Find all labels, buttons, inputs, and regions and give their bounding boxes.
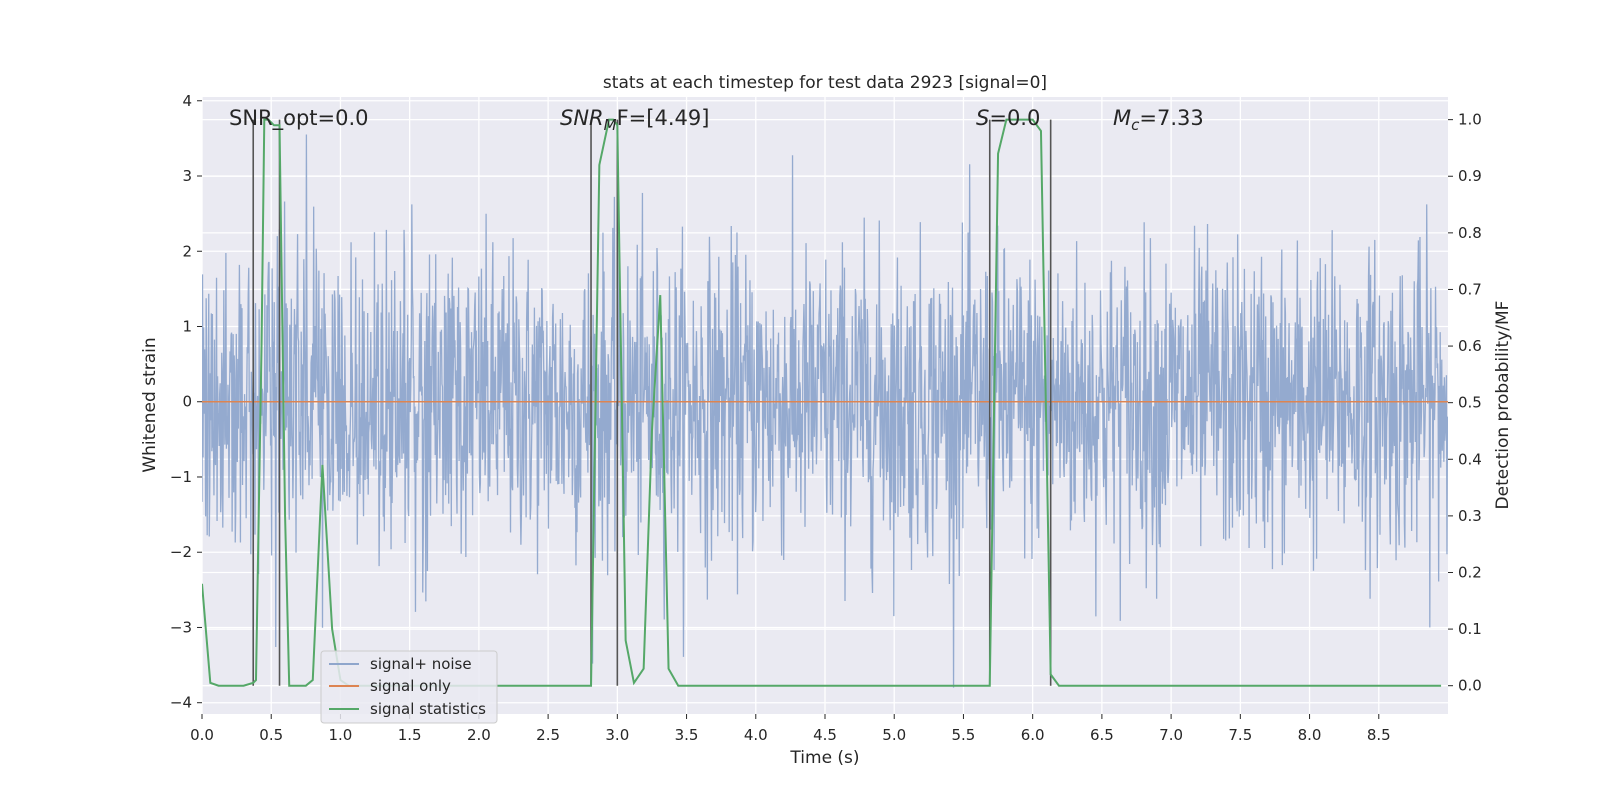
y-right-tick-label-9: 0.1 [1458,620,1482,638]
x-tick-label-14: 7.0 [1159,726,1183,744]
annotation-snr-opt: SNR_opt=0.0 [229,106,369,131]
y-axis-label-left: Whitened strain [140,337,160,472]
legend: signal+ noise signal only signal statist… [320,650,498,724]
y-left-tick-label-6: −2 [170,543,192,561]
y-right-tick-label-6: 0.4 [1458,450,1482,468]
y-right-tick-label-3: 0.7 [1458,280,1482,298]
legend-label-signal-only: signal only [370,677,451,695]
annotation-s: S=0.0 [976,106,1040,130]
x-tick-label-7: 3.5 [675,726,699,744]
y-left-tick-label-2: 2 [182,242,192,260]
x-axis-label: Time (s) [789,748,859,768]
x-tick-label-8: 4.0 [744,726,768,744]
y-left-tick-labels: 4 3 2 1 0 −1 −2 −3 −4 [170,92,202,712]
x-tick-labels: 0.0 0.5 1.0 1.5 2.0 2.5 3.0 3.5 4.0 4.5 5.0 5.5 6.0 6… [190,714,1391,744]
y-left-tick-label-8: −4 [170,694,192,712]
legend-label-signal-noise: signal+ noise [370,655,472,673]
x-tick-label-17: 8.5 [1367,726,1391,744]
legend-label-signal-statistics: signal statistics [370,700,486,718]
x-tick-label-2: 1.0 [329,726,353,744]
y-right-tick-labels: 1.0 0.9 0.8 0.7 0.6 0.5 0.4 0.3 0.2 0.1 0.0 [1448,111,1482,695]
legend-box [320,650,498,724]
y-left-tick-label-1: 3 [182,167,192,185]
x-tick-label-0: 0.0 [190,726,214,744]
x-tick-label-4: 2.0 [467,726,491,744]
y-right-tick-label-5: 0.5 [1458,394,1482,412]
y-left-tick-label-7: −3 [170,618,192,636]
annotation-snr-mf: SNRMF=[4.49] [560,106,709,134]
y-right-tick-label-10: 0.0 [1458,677,1482,695]
x-tick-label-10: 5.0 [882,726,906,744]
x-tick-label-5: 2.5 [536,726,560,744]
annotation-mc: Mc=7.33 [1113,106,1204,134]
x-tick-label-6: 3.0 [605,726,629,744]
y-right-tick-label-1: 0.9 [1458,167,1482,185]
detection-markers [252,119,1052,686]
y-right-tick-label-2: 0.8 [1458,224,1482,242]
y-right-tick-label-8: 0.2 [1458,563,1482,581]
x-tick-label-3: 1.5 [398,726,422,744]
x-tick-label-9: 4.5 [813,726,837,744]
y-axis-label-right: Detection probability/MF [1493,301,1513,510]
series-signal-statistics-line [202,118,1442,687]
x-tick-label-13: 6.5 [1090,726,1114,744]
y-right-tick-label-0: 1.0 [1458,111,1482,129]
x-tick-label-11: 5.5 [952,726,976,744]
x-tick-label-12: 6.0 [1021,726,1045,744]
x-tick-label-1: 0.5 [259,726,283,744]
chart-title: stats at each timestep for test data 292… [603,73,1047,93]
y-left-tick-label-5: −1 [170,468,192,486]
series-signal-noise-line [202,134,1448,688]
y-left-tick-label-0: 4 [182,92,192,110]
y-left-tick-label-4: 0 [182,393,192,411]
y-right-tick-label-4: 0.6 [1458,337,1482,355]
x-tick-label-16: 8.0 [1298,726,1322,744]
x-tick-label-15: 7.5 [1228,726,1252,744]
y-left-tick-label-3: 1 [182,317,192,335]
y-right-tick-label-7: 0.3 [1458,507,1482,525]
